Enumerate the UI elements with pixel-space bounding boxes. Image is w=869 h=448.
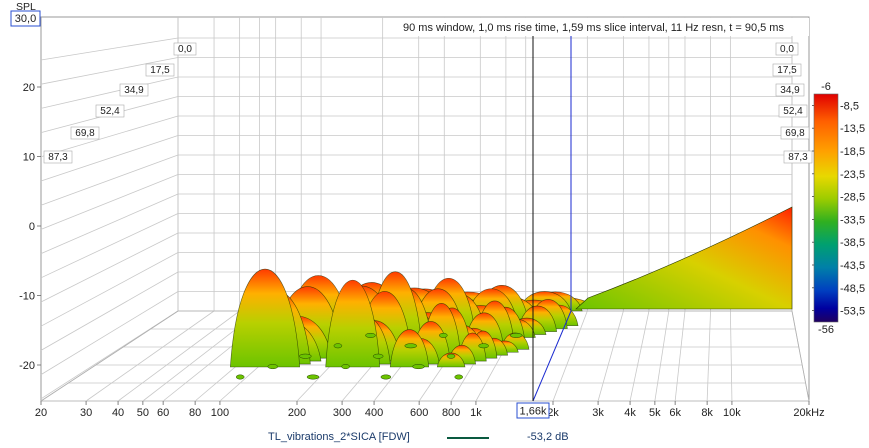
x-tick-label: 4k: [624, 407, 636, 419]
x-tick-label: 2k: [547, 407, 559, 419]
time-slice-box: [778, 104, 808, 118]
colorbar-tick-label: -18,5: [840, 146, 865, 158]
x-tick-label: 40: [112, 407, 124, 419]
x-tick-label: 300: [333, 407, 351, 419]
x-tick-label: 20: [35, 407, 47, 419]
time-slice-box: [775, 83, 805, 97]
time-slice-box: [775, 42, 799, 56]
time-slice-box: [145, 63, 175, 77]
x-tick-label: 30: [80, 407, 92, 419]
time-slice-label: 87,3: [788, 152, 808, 163]
time-slice-label: 17,5: [777, 65, 797, 76]
y-tick-label: 0: [29, 221, 35, 233]
y-cursor-readout: 30,0: [15, 13, 36, 25]
x-tick-label: 3k: [592, 407, 604, 419]
x-tick-label: 80: [189, 407, 201, 419]
time-slice-label: 0,0: [780, 44, 794, 55]
colorbar-tick-label: -13,5: [840, 123, 865, 135]
x-cursor-readout: 1,66k: [520, 406, 547, 418]
time-slice-label: 69,8: [785, 128, 805, 139]
time-slice-box: [119, 83, 149, 97]
legend-series-swatch: [447, 437, 489, 439]
x-tick-label: 8k: [701, 407, 713, 419]
y-tick-label: -10: [19, 291, 35, 303]
y-axis-ticks: 20 10 0 -10 -20: [19, 82, 41, 372]
colorbar-tick-label: -48,5: [840, 283, 865, 295]
time-slice-labels: 0,0 0,0 17,5 17,5 34,9 34,9 52,4 52,4 69,8 69,8 87…: [43, 42, 813, 164]
y-tick-label: 20: [23, 82, 35, 94]
time-slice-box: [95, 104, 125, 118]
x-tick-label: 400: [365, 407, 383, 419]
legend-series-value: -53,2 dB: [527, 431, 569, 443]
time-slice-box: [173, 42, 197, 56]
y-cursor-readout-box[interactable]: [10, 10, 41, 27]
waterfall-surface: [230, 206, 793, 380]
time-slice-box: [780, 126, 810, 140]
x-tick-label: 20kHz: [793, 407, 824, 419]
x-tick-label: 50: [137, 407, 149, 419]
colorbar-ticks: -6 -8,5 -13,5 -18,5 -23,5 -28,5 -33,5 -38,5 -43,…: [812, 81, 865, 336]
x-tick-label: 6k: [669, 407, 681, 419]
colorbar-tick-label: -56: [818, 324, 834, 336]
x-tick-label: 100: [211, 407, 229, 419]
x-tick-label: 1k: [470, 407, 482, 419]
colorbar-tick-label: -8,5: [840, 100, 859, 112]
time-slice-label: 17,5: [150, 65, 170, 76]
cursor-lines: [532, 36, 572, 402]
colorbar-tick-label: -43,5: [840, 260, 865, 272]
chart-title: 90 ms window, 1,0 ms rise time, 1,59 ms …: [403, 22, 784, 34]
time-slice-label: 34,9: [124, 85, 144, 96]
y-axis-label: SPL: [16, 1, 36, 13]
colorbar-tick-label: -53,5: [840, 306, 865, 318]
colorbar-tick-label: -6: [821, 81, 831, 93]
time-slice-box: [772, 63, 802, 77]
time-slice-label: 34,9: [780, 85, 800, 96]
x-tick-label: 5k: [649, 407, 661, 419]
colorbar-tick-label: -38,5: [840, 237, 865, 249]
x-axis-ticks: 20 30 40 50 60 80 100 200 300 400 600 800 1k 2k 3k 4k 5k…: [35, 401, 825, 419]
colorbar-tick-label: -33,5: [840, 214, 865, 226]
colorbar-tick-label: -28,5: [840, 192, 865, 204]
x-tick-label: 600: [410, 407, 428, 419]
time-slice-box: [783, 150, 813, 164]
y-tick-label: 10: [23, 152, 35, 164]
x-cursor-readout-box[interactable]: [516, 402, 550, 419]
time-slice-label: 52,4: [783, 106, 803, 117]
time-slice-label: 52,4: [100, 106, 120, 117]
colorbar: [813, 93, 839, 323]
x-tick-label: 200: [288, 407, 306, 419]
x-tick-label: 10k: [723, 407, 741, 419]
x-tick-label: 60: [157, 407, 169, 419]
time-slice-label: 87,3: [48, 152, 68, 163]
time-slice-box: [43, 150, 73, 164]
time-slice-label: 69,8: [75, 128, 95, 139]
colorbar-tick-label: -23,5: [840, 169, 865, 181]
chart-title-box: [398, 18, 809, 36]
time-slice-label: 0,0: [178, 44, 192, 55]
y-tick-label: -20: [19, 360, 35, 372]
time-slice-box: [70, 126, 100, 140]
legend-series-name[interactable]: TL_vibrations_2*SICA [FDW]: [268, 431, 410, 443]
legend: TL_vibrations_2*SICA [FDW] -53,2 dB: [0, 428, 869, 448]
x-tick-label: 800: [442, 407, 460, 419]
